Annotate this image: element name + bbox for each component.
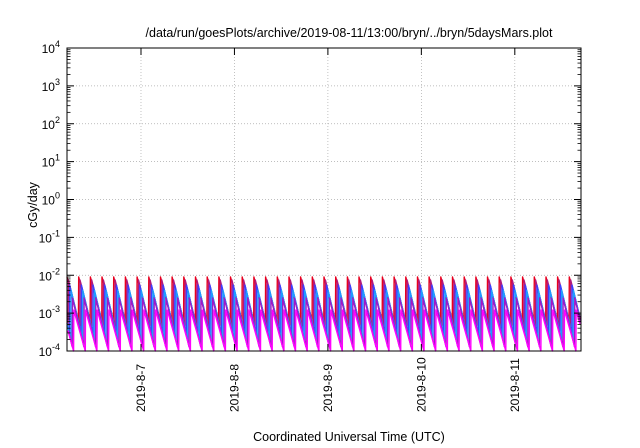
series-line-5	[67, 297, 582, 348]
y-tick-exponent: -2	[52, 266, 60, 276]
y-tick-base: 10	[42, 118, 56, 132]
y-tick-base: 10	[42, 80, 56, 94]
y-tick-exponent: 0	[55, 191, 60, 201]
y-tick-label: 104	[42, 39, 60, 56]
y-tick-exponent: 1	[55, 153, 60, 163]
series-group	[66, 276, 582, 352]
y-tick-base: 10	[42, 194, 56, 208]
x-tick-label: 2019-8-11	[508, 358, 522, 412]
chart-title: /data/run/goesPlots/archive/2019-08-11/1…	[146, 26, 553, 40]
x-axis-title: Coordinated Universal Time (UTC)	[253, 430, 445, 444]
y-tick-label: 10-3	[39, 304, 60, 321]
y-tick-label: 103	[42, 77, 60, 94]
series-line-6	[67, 309, 581, 352]
y-axis-title: cGy/day	[26, 181, 40, 228]
y-tick-label: 101	[42, 153, 60, 170]
y-tick-exponent: 4	[55, 39, 60, 49]
y-tick-exponent: 3	[55, 77, 60, 87]
y-tick-label: 102	[42, 115, 60, 132]
y-tick-exponent: -3	[52, 304, 60, 314]
y-tick-base: 10	[39, 345, 53, 359]
y-tick-base: 10	[39, 307, 53, 321]
y-tick-exponent: -4	[52, 342, 60, 352]
x-tick-label: 2019-8-7	[134, 364, 148, 412]
x-axis-ticks: 2019-8-7 2019-8-8 2019-8-9 2019-8-10 2019-8-…	[134, 48, 522, 412]
y-tick-exponent: 2	[55, 115, 60, 125]
y-tick-label: 100	[42, 191, 60, 208]
x-tick-label: 2019-8-8	[227, 364, 241, 412]
y-tick-base: 10	[42, 42, 56, 56]
y-tick-label: 10-1	[39, 228, 60, 245]
x-tick-label: 2019-8-10	[414, 357, 428, 412]
y-tick-label: 10-2	[39, 266, 60, 283]
y-tick-exponent: -1	[52, 228, 60, 238]
y-tick-base: 10	[42, 156, 56, 170]
y-tick-base: 10	[39, 231, 53, 245]
y-tick-base: 10	[39, 269, 53, 283]
y-tick-label: 10-4	[39, 342, 60, 359]
x-tick-label: 2019-8-9	[321, 364, 335, 412]
